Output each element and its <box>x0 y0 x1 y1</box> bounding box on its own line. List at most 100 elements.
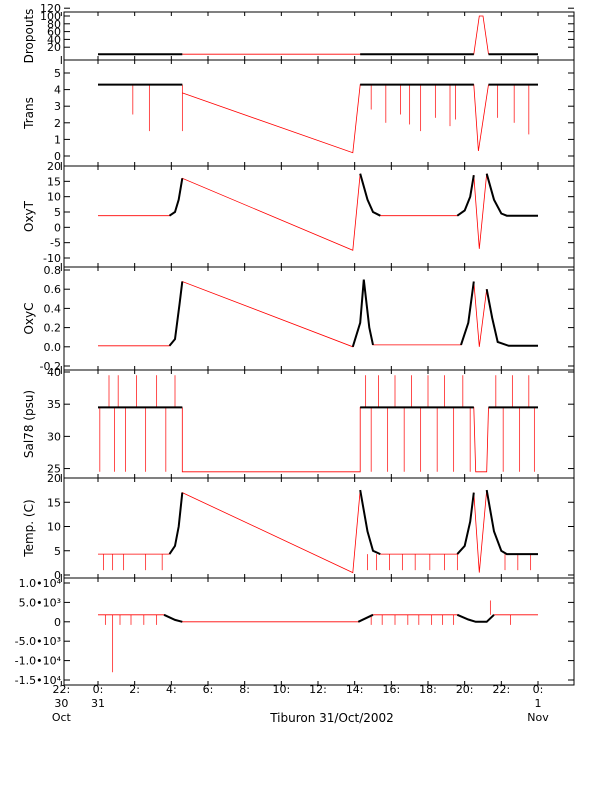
y-tick-label: 0 <box>54 150 61 163</box>
x-tick-label: 22: <box>492 683 510 696</box>
panel-bottom: -1.5•10⁴ -1.0•10⁴ -5.0•10³ 0 5.0•10³ 1.0•10⁴ <box>15 577 575 687</box>
x-tick-label: 2: <box>129 683 140 696</box>
x-tick-label: 16: <box>382 683 400 696</box>
y-axis-label: Sal78 (psu) <box>22 390 36 458</box>
series-line <box>485 289 538 347</box>
panel-frame <box>63 11 575 61</box>
y-tick-label: 2 <box>54 117 61 130</box>
y-tick-label: 0.6 <box>44 283 62 296</box>
y-tick-label: 4 <box>54 84 61 97</box>
y-axis-label: Trans <box>22 97 36 130</box>
y-tick-label: 20 <box>47 472 61 485</box>
y-tick-label: 25 <box>47 463 61 476</box>
y-tick-label: 1.0•10⁴ <box>19 577 62 590</box>
x-tick-label: 4: <box>166 683 177 696</box>
y-tick-label: 40 <box>47 33 61 46</box>
y-tick-label: 10 <box>47 521 61 534</box>
y-tick-label: -10 <box>43 252 61 265</box>
y-tick-label: 80 <box>47 18 61 31</box>
y-tick-label: 0.8 <box>44 264 62 277</box>
x-tick-sublabel: 30 <box>54 697 68 710</box>
series-line <box>168 178 184 217</box>
y-tick-label: 5 <box>54 67 61 80</box>
y-tick-label: 0.0 <box>44 341 62 354</box>
panels-group: 20406080100120Dropouts012345Trans-10-505… <box>15 2 575 687</box>
x-tick-label: 12: <box>309 683 327 696</box>
y-tick-label: 30 <box>47 430 61 443</box>
x-tick-label: 22: <box>52 683 70 696</box>
y-axis-label: Temp. (C) <box>22 499 36 557</box>
x-tick-label: 0: <box>93 683 104 696</box>
y-tick-label: 5.0•10³ <box>19 596 61 609</box>
panel-frame <box>63 369 575 479</box>
series-line <box>485 489 538 556</box>
panel-frame <box>63 577 575 686</box>
series-line <box>456 175 475 217</box>
y-tick-label: 40 <box>47 366 61 379</box>
x-tick-label: 6: <box>203 683 214 696</box>
series-line <box>163 613 183 623</box>
y-axis-label: Dropouts <box>22 9 36 64</box>
series-line <box>351 279 374 348</box>
series-line <box>485 173 538 217</box>
y-tick-label: -1.0•10⁴ <box>15 655 62 668</box>
panel-trans: 0 1 2 3 4 5 Trans <box>22 59 575 167</box>
series-line <box>359 489 381 556</box>
y-tick-label: 100 <box>40 10 61 23</box>
y-tick-label: 60 <box>47 26 61 39</box>
x-tick-sublabel: 31 <box>91 697 105 710</box>
panel-oxyt: -10 -5 0 5 10 15 20 OxyT <box>22 160 575 268</box>
y-tick-label: 3 <box>54 100 61 113</box>
y-tick-label: -5 <box>50 237 61 250</box>
y-tick-label: 20 <box>47 160 61 173</box>
y-tick-label: 0 <box>54 221 61 234</box>
y-tick-label: 10 <box>47 191 61 204</box>
series-line <box>359 173 381 217</box>
y-axis-label: OxyT <box>22 200 36 232</box>
y-tick-label: -0.2 <box>40 360 61 373</box>
panel-frame <box>63 266 575 371</box>
y-tick-label: 5 <box>54 545 61 558</box>
x-tick-label: 14: <box>346 683 364 696</box>
y-tick-label: 0.2 <box>44 322 62 335</box>
y-tick-label: 15 <box>47 175 61 188</box>
series-connector-line <box>182 84 489 154</box>
x-tick-label: 0: <box>533 683 544 696</box>
series-line <box>357 613 374 623</box>
series-line <box>168 281 184 347</box>
x-tick-label: 8: <box>239 683 250 696</box>
series-connector-line <box>181 407 489 473</box>
y-tick-label: 35 <box>47 398 61 411</box>
y-tick-label: 20 <box>47 41 61 54</box>
panel-oxyc: -0.2 0.0 0.2 0.4 0.6 0.8 OxyC <box>22 264 575 373</box>
x-tick-month-label: Nov <box>527 711 549 724</box>
series-line <box>168 492 184 555</box>
x-tick-sublabel: 1 <box>535 697 542 710</box>
series-line <box>460 281 475 346</box>
series-line <box>456 613 495 623</box>
panel-frame <box>63 477 575 579</box>
x-axis-label: Tiburon 31/Oct/2002 <box>269 711 394 725</box>
panel-sal78: 25 30 35 40 Sal78 (psu) <box>22 366 575 479</box>
y-tick-label: 0 <box>54 616 61 629</box>
x-tick-label: 10: <box>272 683 290 696</box>
y-tick-label: -1.5•10⁴ <box>15 674 62 687</box>
x-tick-label: 18: <box>419 683 437 696</box>
series-line <box>456 492 475 555</box>
y-tick-label: 1 <box>54 133 61 146</box>
panel-temp: 0 5 10 15 20 Temp. (C) <box>22 472 575 582</box>
y-tick-label: 120 <box>40 2 61 15</box>
y-tick-label: 15 <box>47 496 61 509</box>
panel-frame <box>63 165 575 268</box>
series-connector-line <box>182 15 489 55</box>
y-tick-label: 5 <box>54 206 61 219</box>
y-axis-label: OxyC <box>22 302 36 334</box>
y-tick-label: 0 <box>54 569 61 582</box>
y-tick-label: -5.0•10³ <box>15 635 61 648</box>
x-tick-month-label: Oct <box>52 711 72 724</box>
x-tick-label: 20: <box>456 683 474 696</box>
y-tick-label: 0.4 <box>44 302 62 315</box>
